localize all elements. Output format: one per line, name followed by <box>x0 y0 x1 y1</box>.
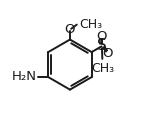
Text: H₂N: H₂N <box>11 70 36 83</box>
Text: CH₃: CH₃ <box>80 18 103 31</box>
Text: O: O <box>102 46 113 60</box>
Text: O: O <box>65 23 75 36</box>
Text: S: S <box>97 38 107 53</box>
Text: CH₃: CH₃ <box>91 62 114 75</box>
Text: O: O <box>97 30 107 43</box>
